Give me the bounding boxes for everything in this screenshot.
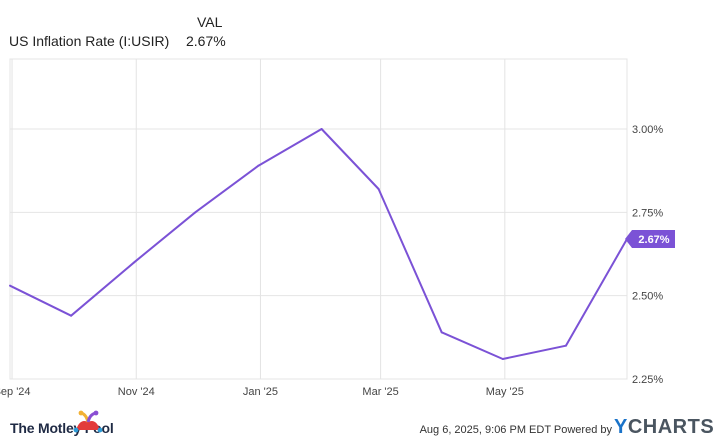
series-layer — [9, 128, 628, 360]
jester-hat-icon — [73, 410, 103, 433]
series-line[interactable] — [9, 128, 628, 360]
y-tick-label: 2.75% — [632, 207, 663, 219]
data-point[interactable] — [9, 284, 11, 287]
x-tick-label: Nov '24 — [118, 386, 155, 398]
x-tick-label: May '25 — [486, 386, 524, 398]
chart-footer: The Motley Fool Aug 6, 2025, 9:06 PM EDT… — [0, 404, 720, 441]
value-column-label: VAL — [197, 14, 223, 30]
y-tick-label: 3.00% — [632, 124, 663, 136]
y-tick-label: 2.50% — [632, 291, 663, 303]
x-tick-label: Sep '24 — [0, 386, 31, 398]
data-point[interactable] — [377, 188, 380, 190]
y-tick-label: 2.25% — [632, 374, 663, 386]
data-point[interactable] — [501, 358, 504, 360]
series-name-label[interactable]: US Inflation Rate (I:USIR) — [9, 33, 170, 49]
data-point[interactable] — [194, 211, 197, 214]
y-axis-ticks: 2.25% 2.50% 2.75% 3.00% — [632, 124, 663, 386]
data-point[interactable] — [70, 314, 73, 317]
grid-lines — [9, 58, 628, 380]
plot-frame — [9, 58, 628, 380]
data-point[interactable] — [564, 344, 567, 347]
chart-legend-header: VAL US Inflation Rate (I:USIR) 2.67% — [0, 0, 240, 56]
x-tick-label: Jan '25 — [243, 386, 278, 398]
ycharts-logo[interactable]: YCHARTS — [614, 416, 714, 439]
data-point[interactable] — [320, 128, 323, 130]
ycharts-rest-letters: CHARTS — [627, 416, 715, 438]
last-value-label: 2.67% — [638, 234, 669, 246]
chart-timestamp: Aug 6, 2025, 9:06 PM EDT Powered by — [419, 424, 612, 436]
x-tick-label: Mar '25 — [362, 386, 398, 398]
data-point[interactable] — [257, 164, 260, 167]
motley-fool-logo[interactable]: The Motley Fool — [10, 410, 120, 438]
series-current-value: 2.67% — [186, 33, 226, 49]
data-point[interactable] — [440, 331, 443, 334]
inflation-line-chart: Sep '24 Nov '24 Jan '25 Mar '25 May '25 2.25… — [0, 58, 675, 398]
ycharts-wordmark: YCHARTS — [614, 416, 714, 439]
x-axis-ticks: Sep '24 Nov '24 Jan '25 Mar '25 May '25 — [0, 386, 524, 398]
last-value-marker: 2.67% — [625, 230, 675, 248]
ycharts-y-letter: Y — [614, 416, 628, 438]
data-point[interactable] — [133, 261, 136, 264]
last-value-flag — [625, 230, 675, 248]
